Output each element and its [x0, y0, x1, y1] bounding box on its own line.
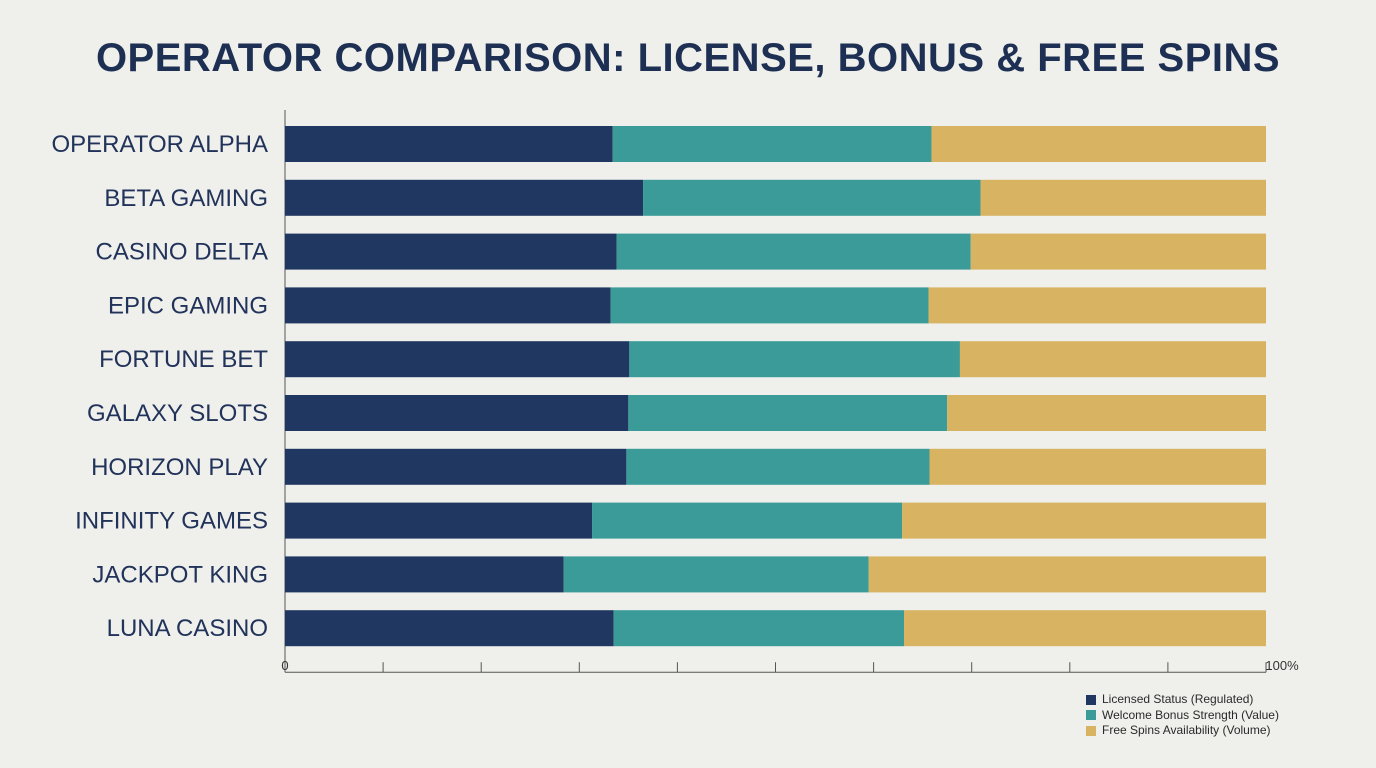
bar-segment [616, 233, 971, 270]
category-label: JACKPOT KING [92, 561, 268, 588]
bar-segment [643, 179, 981, 216]
category-label: INFINITY GAMES [75, 508, 268, 535]
legend-item: Free Spins Availability (Volume) [1086, 723, 1279, 739]
legend-swatch [1086, 725, 1096, 736]
legend-label: Free Spins Availability (Volume) [1102, 723, 1271, 737]
bar-segment [563, 556, 869, 593]
bar-segment [970, 233, 1266, 270]
legend-label: Licensed Status (Regulated) [1102, 692, 1254, 706]
bar-segment [613, 610, 905, 647]
bar-segment [929, 448, 1266, 485]
category-label: FORTUNE BET [99, 346, 268, 373]
legend-label: Welcome Bonus Strength (Value) [1102, 707, 1279, 722]
category-label: LUNA CASINO [107, 615, 268, 642]
category-label: BETA GAMING [104, 185, 268, 212]
x-tick-label: 0 [281, 658, 288, 673]
bar-segment [285, 556, 564, 593]
legend-item: Welcome Bonus Strength (Value) [1086, 708, 1279, 724]
bar-segment [285, 448, 627, 485]
bar-segment [980, 179, 1266, 216]
bar-segment [931, 126, 1266, 162]
bar-segment [285, 179, 644, 216]
bar-segment [285, 126, 613, 162]
chart-title: OPERATOR COMPARISON: LICENSE, BONUS & FR… [95, 36, 1281, 80]
x-tick-label: 100% [1265, 658, 1299, 673]
legend-swatch [1086, 710, 1096, 721]
legend-swatch [1086, 694, 1096, 705]
bar-segment [610, 287, 929, 324]
bar-segment [592, 502, 903, 539]
category-label: HORIZON PLAY [91, 454, 268, 481]
legend: Licensed Status (Regulated) Welcome Bonus… [1086, 692, 1279, 739]
bar-segment [612, 126, 932, 162]
bar-segment [285, 233, 617, 270]
category-label: CASINO DELTA [96, 239, 268, 266]
bar-segment [904, 610, 1266, 647]
bar-segment [285, 395, 629, 431]
bar-segment [626, 448, 930, 485]
bar-segment [285, 341, 630, 378]
bar-segment [285, 502, 593, 539]
bar-segment [629, 341, 960, 378]
bar-segment [902, 502, 1266, 539]
bar-segment [868, 556, 1266, 593]
bar-segment [285, 610, 614, 647]
bar-segment [628, 395, 948, 431]
category-label: EPIC GAMING [108, 292, 268, 319]
bar-segment [285, 287, 611, 324]
legend-item: Licensed Status (Regulated) [1086, 692, 1279, 708]
category-label: GALAXY SLOTS [87, 400, 268, 427]
bar-segment [947, 395, 1266, 431]
bar-segment [959, 341, 1266, 378]
category-label: OPERATOR ALPHA [51, 131, 268, 158]
bar-segment [928, 287, 1266, 324]
